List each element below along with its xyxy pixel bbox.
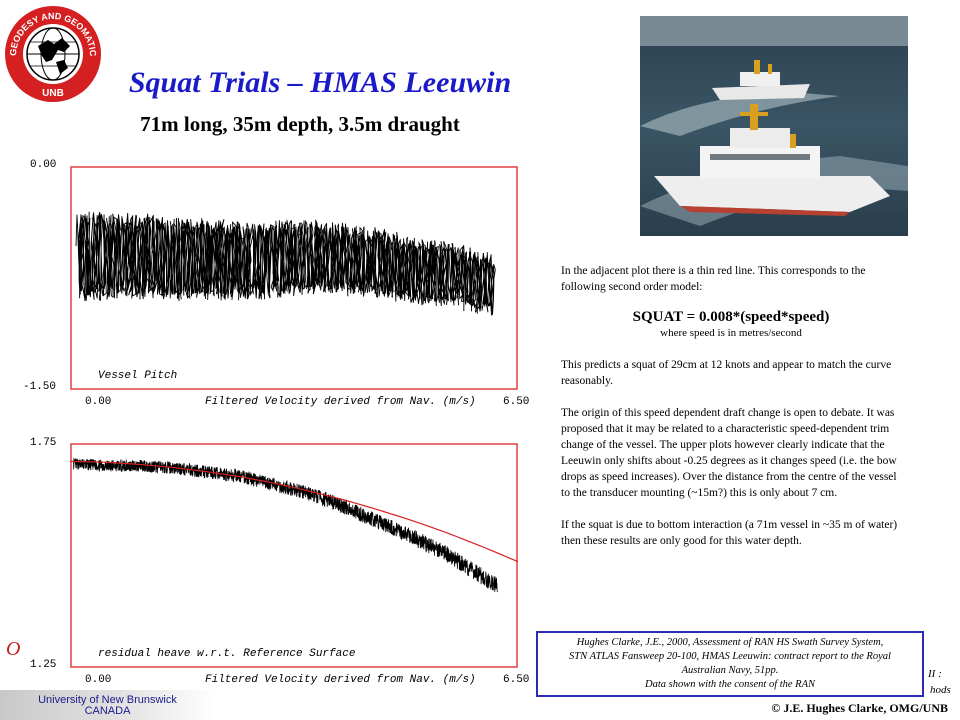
plot-top-inner-label: Vessel Pitch	[98, 370, 177, 382]
survey-ships-photo	[640, 16, 908, 236]
citation-box: Hughes Clarke, J.E., 2000, Assessment of…	[536, 631, 924, 697]
plot-bottom-xmin: 0.00	[85, 674, 112, 686]
citation-line-3: Australian Navy, 51pp.	[681, 665, 779, 676]
pitch-series-line	[75, 211, 496, 316]
plot-top-xmax: 6.50	[503, 396, 530, 408]
plot-bottom-xlabel: Filtered Velocity derived from Nav. (m/s…	[205, 674, 476, 686]
residual-heave-plot: residual heave w.r.t. Reference Surface	[70, 443, 518, 668]
left-edge-fragment: O	[6, 638, 21, 660]
paragraph-1: In the adjacent plot there is a thin red…	[561, 265, 866, 293]
ggeunb-logo: GEODESY AND GEOMATICS ENGINEERING UNB	[2, 2, 101, 102]
paragraph-3: The origin of this speed dependent draft…	[561, 407, 897, 499]
copyright: © J.E. Hughes Clarke, OMG/UNB	[771, 701, 948, 715]
plot-bottom-xmax: 6.50	[503, 674, 530, 686]
unb-footer-strip	[0, 690, 215, 720]
plot-top-xmin: 0.00	[85, 396, 112, 408]
plot-bottom-inner-label: residual heave w.r.t. Reference Surface	[98, 648, 355, 660]
squat-formula: SQUAT = 0.008*(speed*speed)	[632, 309, 830, 325]
unb-name: University of New Brunswick CANADA	[0, 695, 215, 717]
plot-top-xlabel: Filtered Velocity derived from Nav. (m/s…	[205, 396, 476, 408]
paragraph-4: If the squat is due to bottom interactio…	[561, 519, 898, 547]
page-subtitle: 71m long, 35m depth, 3.5m draught	[140, 112, 460, 136]
side-fragment-2: hods	[930, 684, 951, 696]
citation-line-2: STN ATLAS Fansweep 20-100, HMAS Leeuwin:…	[569, 651, 891, 662]
formula-note: where speed is in metres/second	[660, 327, 802, 339]
citation-line-1: Hughes Clarke, J.E., 2000, Assessment of…	[576, 637, 884, 648]
plot-bottom-ymin: 1.25	[30, 659, 57, 671]
vessel-pitch-plot: Vessel Pitch	[70, 166, 518, 390]
plot-top-ymin: -1.50	[23, 381, 57, 393]
vessel-pitch-trace	[75, 211, 496, 316]
unb-line-2: CANADA	[84, 705, 131, 717]
side-fragment-1: II :	[928, 668, 942, 680]
citation-line-4: Data shown with the consent of the RAN	[644, 679, 816, 690]
plot-bottom-ymax: 1.75	[30, 437, 57, 449]
plot-top-ymax: 0.00	[30, 159, 57, 171]
page-title: Squat Trials – HMAS Leeuwin	[128, 66, 512, 99]
squat-model-line	[70, 460, 518, 563]
unb-line-1: University of New Brunswick	[38, 694, 177, 706]
explanation-text: In the adjacent plot there is a thin red…	[561, 263, 901, 565]
logo-bottom-text: UNB	[42, 88, 64, 99]
paragraph-2: This predicts a squat of 29cm at 12 knot…	[561, 359, 892, 387]
